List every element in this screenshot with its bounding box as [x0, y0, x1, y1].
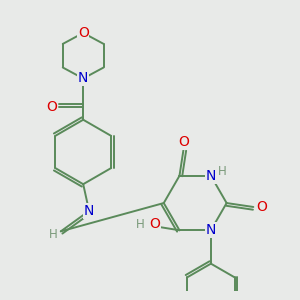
Text: H: H [136, 218, 145, 231]
Text: N: N [206, 169, 216, 183]
Text: O: O [150, 218, 160, 231]
Text: H: H [218, 165, 226, 178]
Text: O: O [46, 100, 57, 114]
Text: O: O [178, 135, 189, 149]
Text: N: N [78, 71, 88, 85]
Text: O: O [78, 26, 88, 40]
Text: O: O [256, 200, 267, 214]
Text: N: N [84, 204, 94, 218]
Text: H: H [50, 228, 58, 241]
Text: N: N [206, 223, 216, 237]
